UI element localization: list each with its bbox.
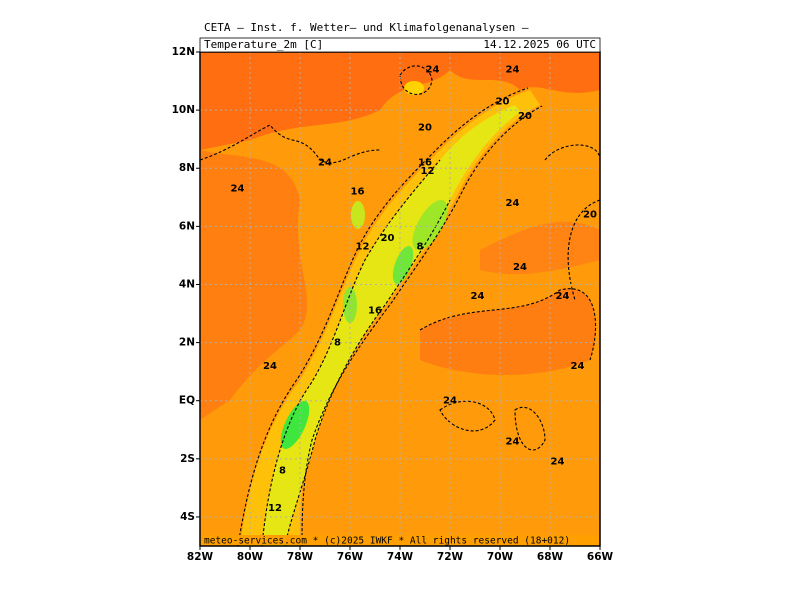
- contour-label: 24: [263, 361, 277, 372]
- footer-box: [201, 535, 599, 545]
- y-tick-label: 10N: [172, 104, 195, 116]
- contour-label: 24: [513, 262, 527, 273]
- contour-label: 24: [506, 64, 520, 75]
- title: CETA — Inst. f. Wetter— und Klimafolgena…: [204, 21, 529, 34]
- contour-label: 24: [551, 457, 565, 468]
- subtitle: Temperature_2m [C]: [204, 38, 323, 51]
- contour-label: 20: [496, 96, 510, 107]
- x-tick-label: 74W: [387, 551, 414, 563]
- y-tick-label: 8N: [179, 162, 195, 174]
- y-tick-label: 2S: [180, 453, 195, 465]
- contour-label: 20: [518, 111, 532, 122]
- x-tick-label: 82W: [187, 551, 214, 563]
- x-tick-label: 78W: [287, 551, 314, 563]
- y-tick-label: 6N: [179, 220, 195, 232]
- contour-label: 20: [381, 233, 395, 244]
- contour-label: 24: [506, 198, 520, 209]
- contour-label: 12: [268, 503, 282, 514]
- contour-label: 24: [318, 157, 332, 168]
- contour-label: 20: [418, 123, 432, 134]
- x-tick-label: 68W: [537, 551, 564, 563]
- contour-label: 12: [356, 242, 370, 253]
- x-tick-label: 76W: [337, 551, 364, 563]
- x-tick-label: 72W: [437, 551, 464, 563]
- valid-time: 14.12.2025 06 UTC: [483, 38, 596, 51]
- contour-label: 24: [471, 291, 485, 302]
- footer: meteo-services.com * (c)2025 IWKF * All …: [204, 536, 570, 547]
- contour-label: 20: [583, 210, 597, 221]
- x-tick-label: 70W: [487, 551, 514, 563]
- y-tick-label: 4N: [179, 278, 195, 290]
- header-box: [199, 37, 601, 53]
- contour-label: 8: [334, 338, 341, 349]
- contour-label: 12: [421, 166, 435, 177]
- y-tick-label: 2N: [179, 337, 195, 349]
- contour-label: 24: [231, 184, 245, 195]
- contour-label: 8: [279, 465, 286, 476]
- y-tick-label: 4S: [180, 511, 195, 523]
- contour-label: 24: [443, 396, 457, 407]
- y-tick-label: EQ: [179, 395, 195, 407]
- contour-label: 24: [556, 291, 570, 302]
- contour-label: 24: [571, 361, 585, 372]
- contour-label: 16: [418, 157, 432, 168]
- contour-label: 8: [417, 242, 424, 253]
- contour-label: 24: [506, 436, 520, 447]
- x-tick-label: 80W: [237, 551, 264, 563]
- contour-label: 16: [351, 186, 365, 197]
- y-tick-label: 12N: [172, 46, 195, 58]
- contour-label: 24: [426, 64, 440, 75]
- contours: [199, 65, 601, 547]
- contour-label: 16: [368, 306, 382, 317]
- x-tick-label: 66W: [587, 551, 614, 563]
